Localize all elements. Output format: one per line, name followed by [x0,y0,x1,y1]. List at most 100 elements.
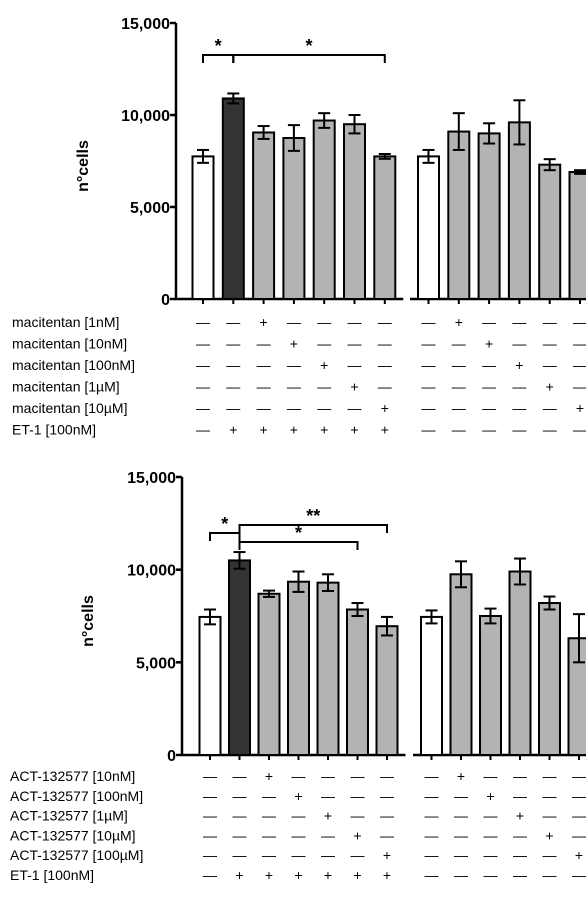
condition-cell: — [233,827,247,843]
condition-cell: — [543,788,557,804]
condition-label: ACT-132577 [1µM] [10,808,128,824]
condition-cell: — [203,808,217,824]
condition-cell: + [229,422,237,438]
condition-cell: — [257,357,271,373]
significance-bracket [233,55,384,63]
significance-label: ** [306,506,320,526]
condition-cell: — [292,808,306,824]
condition-cell: — [543,768,557,784]
condition-cell: — [262,847,276,863]
condition-cell: — [422,422,436,438]
condition-cell: — [378,357,392,373]
y-axis-label: n°cells [80,595,97,647]
y-tick-label: 15,000 [127,470,176,487]
condition-cell: — [257,400,271,416]
condition-cell: — [196,336,210,352]
condition-cell: + [324,867,332,883]
condition-cell: — [543,867,557,883]
condition-label: macitentan [1nM] [12,314,119,330]
condition-cell: — [573,314,586,330]
bar [283,138,304,299]
condition-cell: — [321,827,335,843]
condition-cell: — [287,314,301,330]
significance-bracket [210,533,240,541]
condition-cell: — [572,867,586,883]
condition-cell: + [235,867,243,883]
bar [347,610,368,755]
condition-cell: + [383,847,391,863]
condition-cell: + [485,336,493,352]
condition-cell: — [513,768,527,784]
condition-cell: — [203,847,217,863]
bar [509,122,530,299]
condition-cell: — [378,379,392,395]
condition-cell: — [380,827,394,843]
bar [569,638,586,755]
condition-cell: + [324,808,332,824]
condition-cell: — [422,379,436,395]
condition-cell: — [233,808,247,824]
condition-cell: — [573,336,586,352]
condition-cell: + [350,379,358,395]
condition-cell: — [452,422,466,438]
condition-cell: — [348,400,362,416]
condition-cell: — [257,336,271,352]
condition-cell: — [425,847,439,863]
condition-cell: — [482,400,496,416]
bar [377,626,398,755]
bar [200,617,221,755]
condition-cell: — [380,808,394,824]
condition-cell: — [196,314,210,330]
condition-cell: + [294,867,302,883]
condition-cell: + [320,357,328,373]
condition-cell: — [484,808,498,824]
condition-cell: — [543,336,557,352]
condition-cell: — [233,788,247,804]
condition-label: macitentan [100nM] [12,357,135,373]
condition-cell: — [454,788,468,804]
bar [193,156,214,299]
condition-cell: — [348,357,362,373]
condition-label: ET-1 [100nM] [12,422,96,438]
condition-cell: — [543,357,557,373]
condition-cell: + [545,827,553,843]
condition-cell: — [484,847,498,863]
bar [344,124,365,299]
condition-cell: — [351,808,365,824]
bar [539,603,560,755]
condition-cell: + [294,788,302,804]
condition-cell: — [543,808,557,824]
condition-cell: — [543,847,557,863]
condition-label: ACT-132577 [10nM] [10,768,135,784]
condition-cell: — [454,867,468,883]
y-tick-label: 10,000 [121,108,170,125]
condition-cell: — [226,379,240,395]
condition-cell: — [484,827,498,843]
condition-label: ACT-132577 [100nM] [10,788,143,804]
condition-cell: — [292,827,306,843]
condition-cell: — [425,808,439,824]
condition-cell: — [262,788,276,804]
y-tick-label: 5,000 [136,655,176,672]
condition-cell: — [573,379,586,395]
condition-cell: + [290,422,298,438]
condition-cell: — [348,336,362,352]
condition-cell: + [320,422,328,438]
condition-cell: — [422,357,436,373]
bar [374,156,395,299]
condition-cell: — [203,827,217,843]
condition-cell: — [233,847,247,863]
significance-bracket [240,525,388,533]
condition-cell: — [573,357,586,373]
condition-cell: — [484,768,498,784]
bar [418,156,439,299]
condition-label: macitentan [1µM] [12,379,120,395]
condition-cell: — [425,827,439,843]
condition-cell: — [454,827,468,843]
bar [288,582,309,755]
condition-cell: — [513,788,527,804]
condition-cell: + [265,768,273,784]
condition-cell: — [425,788,439,804]
